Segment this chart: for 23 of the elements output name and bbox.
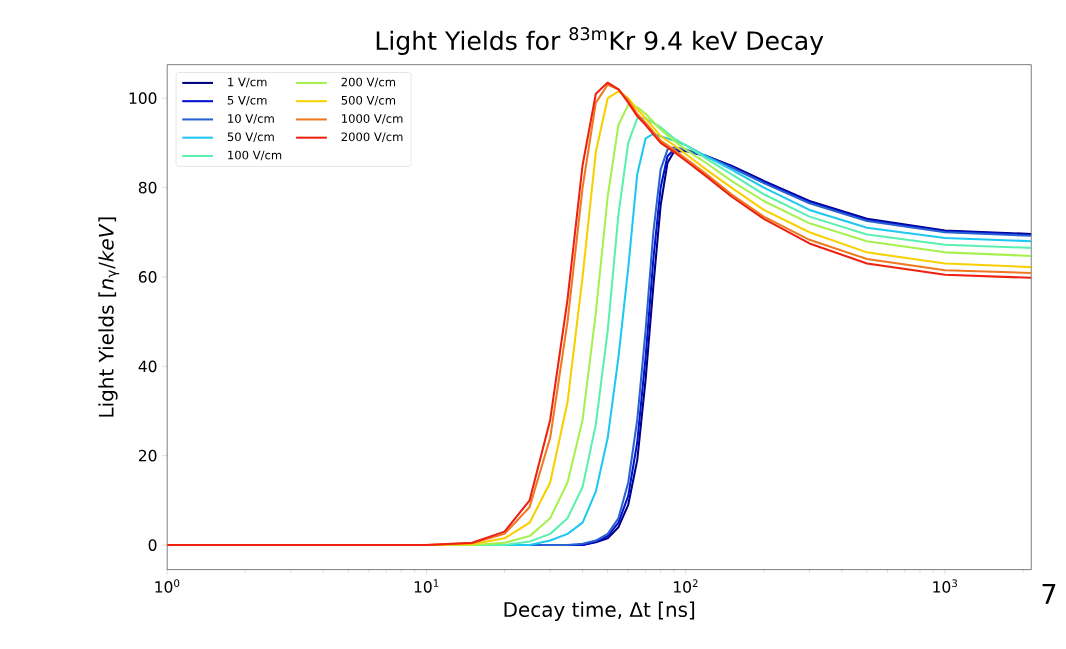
legend-label: 500 V/cm [341,96,396,106]
legend-label: 100 V/cm [228,150,282,161]
legend-label: 5 V/cm [227,96,267,106]
legend-label: 1 V/cm [228,77,267,88]
x-tick-label: 10$^{0}$ [155,579,180,593]
text: 7 [1042,584,1056,604]
legend-label: 50 V/cm [227,132,274,143]
y-tick-label: 80 [138,181,157,194]
legend-label: 10 V/cm [228,114,274,124]
legend-label: 1000 V/cm [342,114,403,124]
legend-label: 2000 V/cm [341,132,403,143]
y-tick-label: 100 [129,92,157,105]
y-axis-title: Light Yields [n$_{γ}$/keV] [98,217,120,417]
legend-label: 200 V/cm [341,77,396,88]
chart-title: Light Yields for $^{83m}$Kr 9.4 keV Decay [376,27,824,56]
x-tick-label: 10$^{2}$ [674,579,698,593]
x-tick-label: 10$^{1}$ [414,579,439,593]
y-tick-label: 40 [138,360,157,373]
y-tick-label: 20 [138,449,157,462]
y-tick-label: 60 [138,271,157,283]
y-tick-label: 0 [148,539,157,551]
x-tick-label: 10$^{3}$ [933,579,958,593]
x-axis-title: Decay time, Δt [ns] [504,601,695,622]
